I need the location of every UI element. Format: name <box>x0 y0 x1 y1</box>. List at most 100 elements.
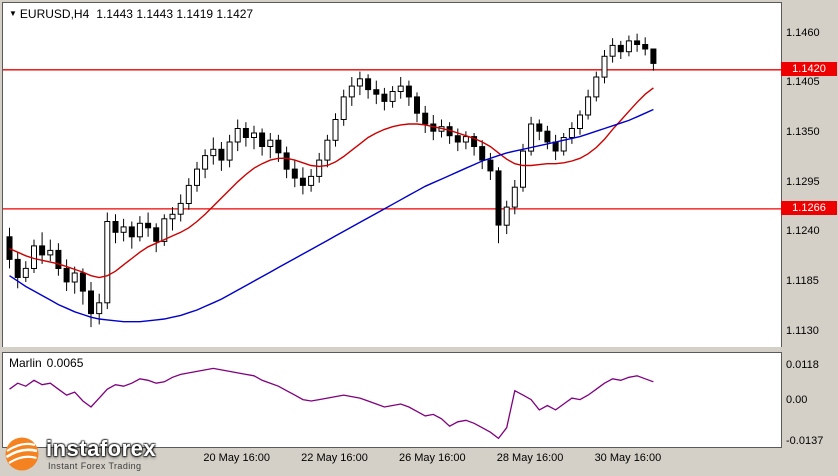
indicator-value: 0.0065 <box>46 356 84 370</box>
candle-body <box>194 168 200 186</box>
candle-body <box>63 267 70 283</box>
candle-body <box>177 202 184 215</box>
instaforex-watermark: instaforex Instant Forex Trading <box>4 436 156 472</box>
logo-brand-text: instaforex <box>46 435 157 461</box>
logo-tagline-text: Instant Forex Trading <box>48 460 142 471</box>
candle-body <box>609 44 616 57</box>
time-axis-label: 20 May 16:00 <box>203 452 271 464</box>
candle-body <box>414 96 420 114</box>
candle-body <box>210 148 217 157</box>
candle-body <box>577 114 583 129</box>
symbol-dropdown-icon: ▼ <box>9 9 17 18</box>
price-level-badge: 1.1266 <box>781 200 837 215</box>
price-tick-label: 1.1240 <box>786 225 820 238</box>
price-tick-label: 1.1185 <box>786 274 819 287</box>
candle-body <box>471 136 478 148</box>
candle-body <box>275 139 282 154</box>
main-chart-plot[interactable]: ▼ EURUSD,H4 1.1443 1.1443 1.1419 1.1427 <box>2 2 782 348</box>
candle-body <box>544 130 551 143</box>
indicator-tick-label: 0.00 <box>786 394 808 407</box>
candle-body <box>251 132 257 138</box>
candle-body <box>79 272 86 292</box>
chart-title: ▼ EURUSD,H4 1.1443 1.1443 1.1419 1.1427 <box>9 7 253 21</box>
candle-body <box>308 175 315 186</box>
candle-body <box>324 139 331 161</box>
time-axis-label: 30 May 16:00 <box>594 452 662 464</box>
candle-body <box>422 112 429 125</box>
candle-body <box>96 302 103 315</box>
candle-body <box>226 141 233 161</box>
ma-fast-line <box>9 87 654 279</box>
candle-body <box>234 128 241 143</box>
price-tick-label: 1.1405 <box>786 76 820 89</box>
price-level-badge: 1.1420 <box>781 61 837 76</box>
candle-body <box>153 227 160 242</box>
candle-body <box>55 249 62 269</box>
candle-body <box>511 186 518 208</box>
candle-body <box>316 159 323 177</box>
candle-body <box>560 137 567 152</box>
candle-body <box>169 213 176 220</box>
price-tick-label: 1.1350 <box>786 126 820 139</box>
candle-body <box>568 128 575 138</box>
candle-body <box>601 55 608 78</box>
candle-body <box>642 44 649 50</box>
candle-body <box>487 159 494 172</box>
candle-body <box>462 136 469 143</box>
candle-body <box>495 170 502 226</box>
candle-body <box>88 290 94 315</box>
candle-body <box>267 139 274 147</box>
candle-body <box>454 135 461 143</box>
instaforex-logo-icon <box>5 437 39 471</box>
symbol-period-label: EURUSD,H4 <box>19 7 90 21</box>
price-tick-label: 1.1460 <box>786 26 820 39</box>
candle-body <box>397 85 404 92</box>
candle-body <box>120 226 127 233</box>
indicator-tick-label: -0.0137 <box>786 434 824 447</box>
indicator-label: Marlin 0.0065 <box>9 356 83 370</box>
candle-body <box>503 206 510 226</box>
candle-body <box>6 236 13 260</box>
candle-body <box>593 76 600 98</box>
candle-body <box>242 128 249 138</box>
candle-body <box>340 96 347 121</box>
candle-body <box>536 123 543 132</box>
candlestick-chart[interactable] <box>3 3 781 347</box>
candle-body <box>479 146 486 161</box>
candle-body <box>381 93 388 102</box>
candle-body <box>185 184 192 204</box>
candle-body <box>332 119 339 141</box>
indicator-tick-label: 0.0118 <box>786 359 819 372</box>
candle-body <box>365 78 372 91</box>
ma-slow-line <box>9 108 654 323</box>
logo-text-block: instaforex Instant Forex Trading <box>46 435 157 471</box>
candle-body <box>22 267 29 278</box>
candle-body <box>634 40 641 46</box>
indicator-subwindow-plot[interactable]: Marlin 0.0065 <box>2 352 782 448</box>
time-axis-label: 26 May 16:00 <box>398 452 466 464</box>
candle-body <box>47 249 54 256</box>
candle-body <box>528 123 535 152</box>
candle-body <box>218 148 225 161</box>
candle-body <box>299 177 306 186</box>
candle-body <box>71 272 78 283</box>
candle-body <box>373 89 380 95</box>
candle-body <box>136 222 143 238</box>
candle-body <box>291 168 298 179</box>
candle-body <box>520 150 526 188</box>
candle-body <box>405 85 412 98</box>
indicator-name: Marlin <box>9 356 42 370</box>
candle-body <box>389 91 396 102</box>
candle-body <box>283 152 290 170</box>
price-tick-label: 1.1130 <box>786 324 819 337</box>
candle-body <box>356 78 363 87</box>
time-axis-label: 22 May 16:00 <box>301 452 368 464</box>
candle-body <box>259 132 266 147</box>
marlin-indicator-chart[interactable] <box>3 353 781 447</box>
candle-body <box>104 221 111 304</box>
candle-body <box>145 222 152 229</box>
candle-body <box>39 245 46 256</box>
window-splitter[interactable] <box>0 347 838 352</box>
price-tick-label: 1.1295 <box>786 175 820 188</box>
